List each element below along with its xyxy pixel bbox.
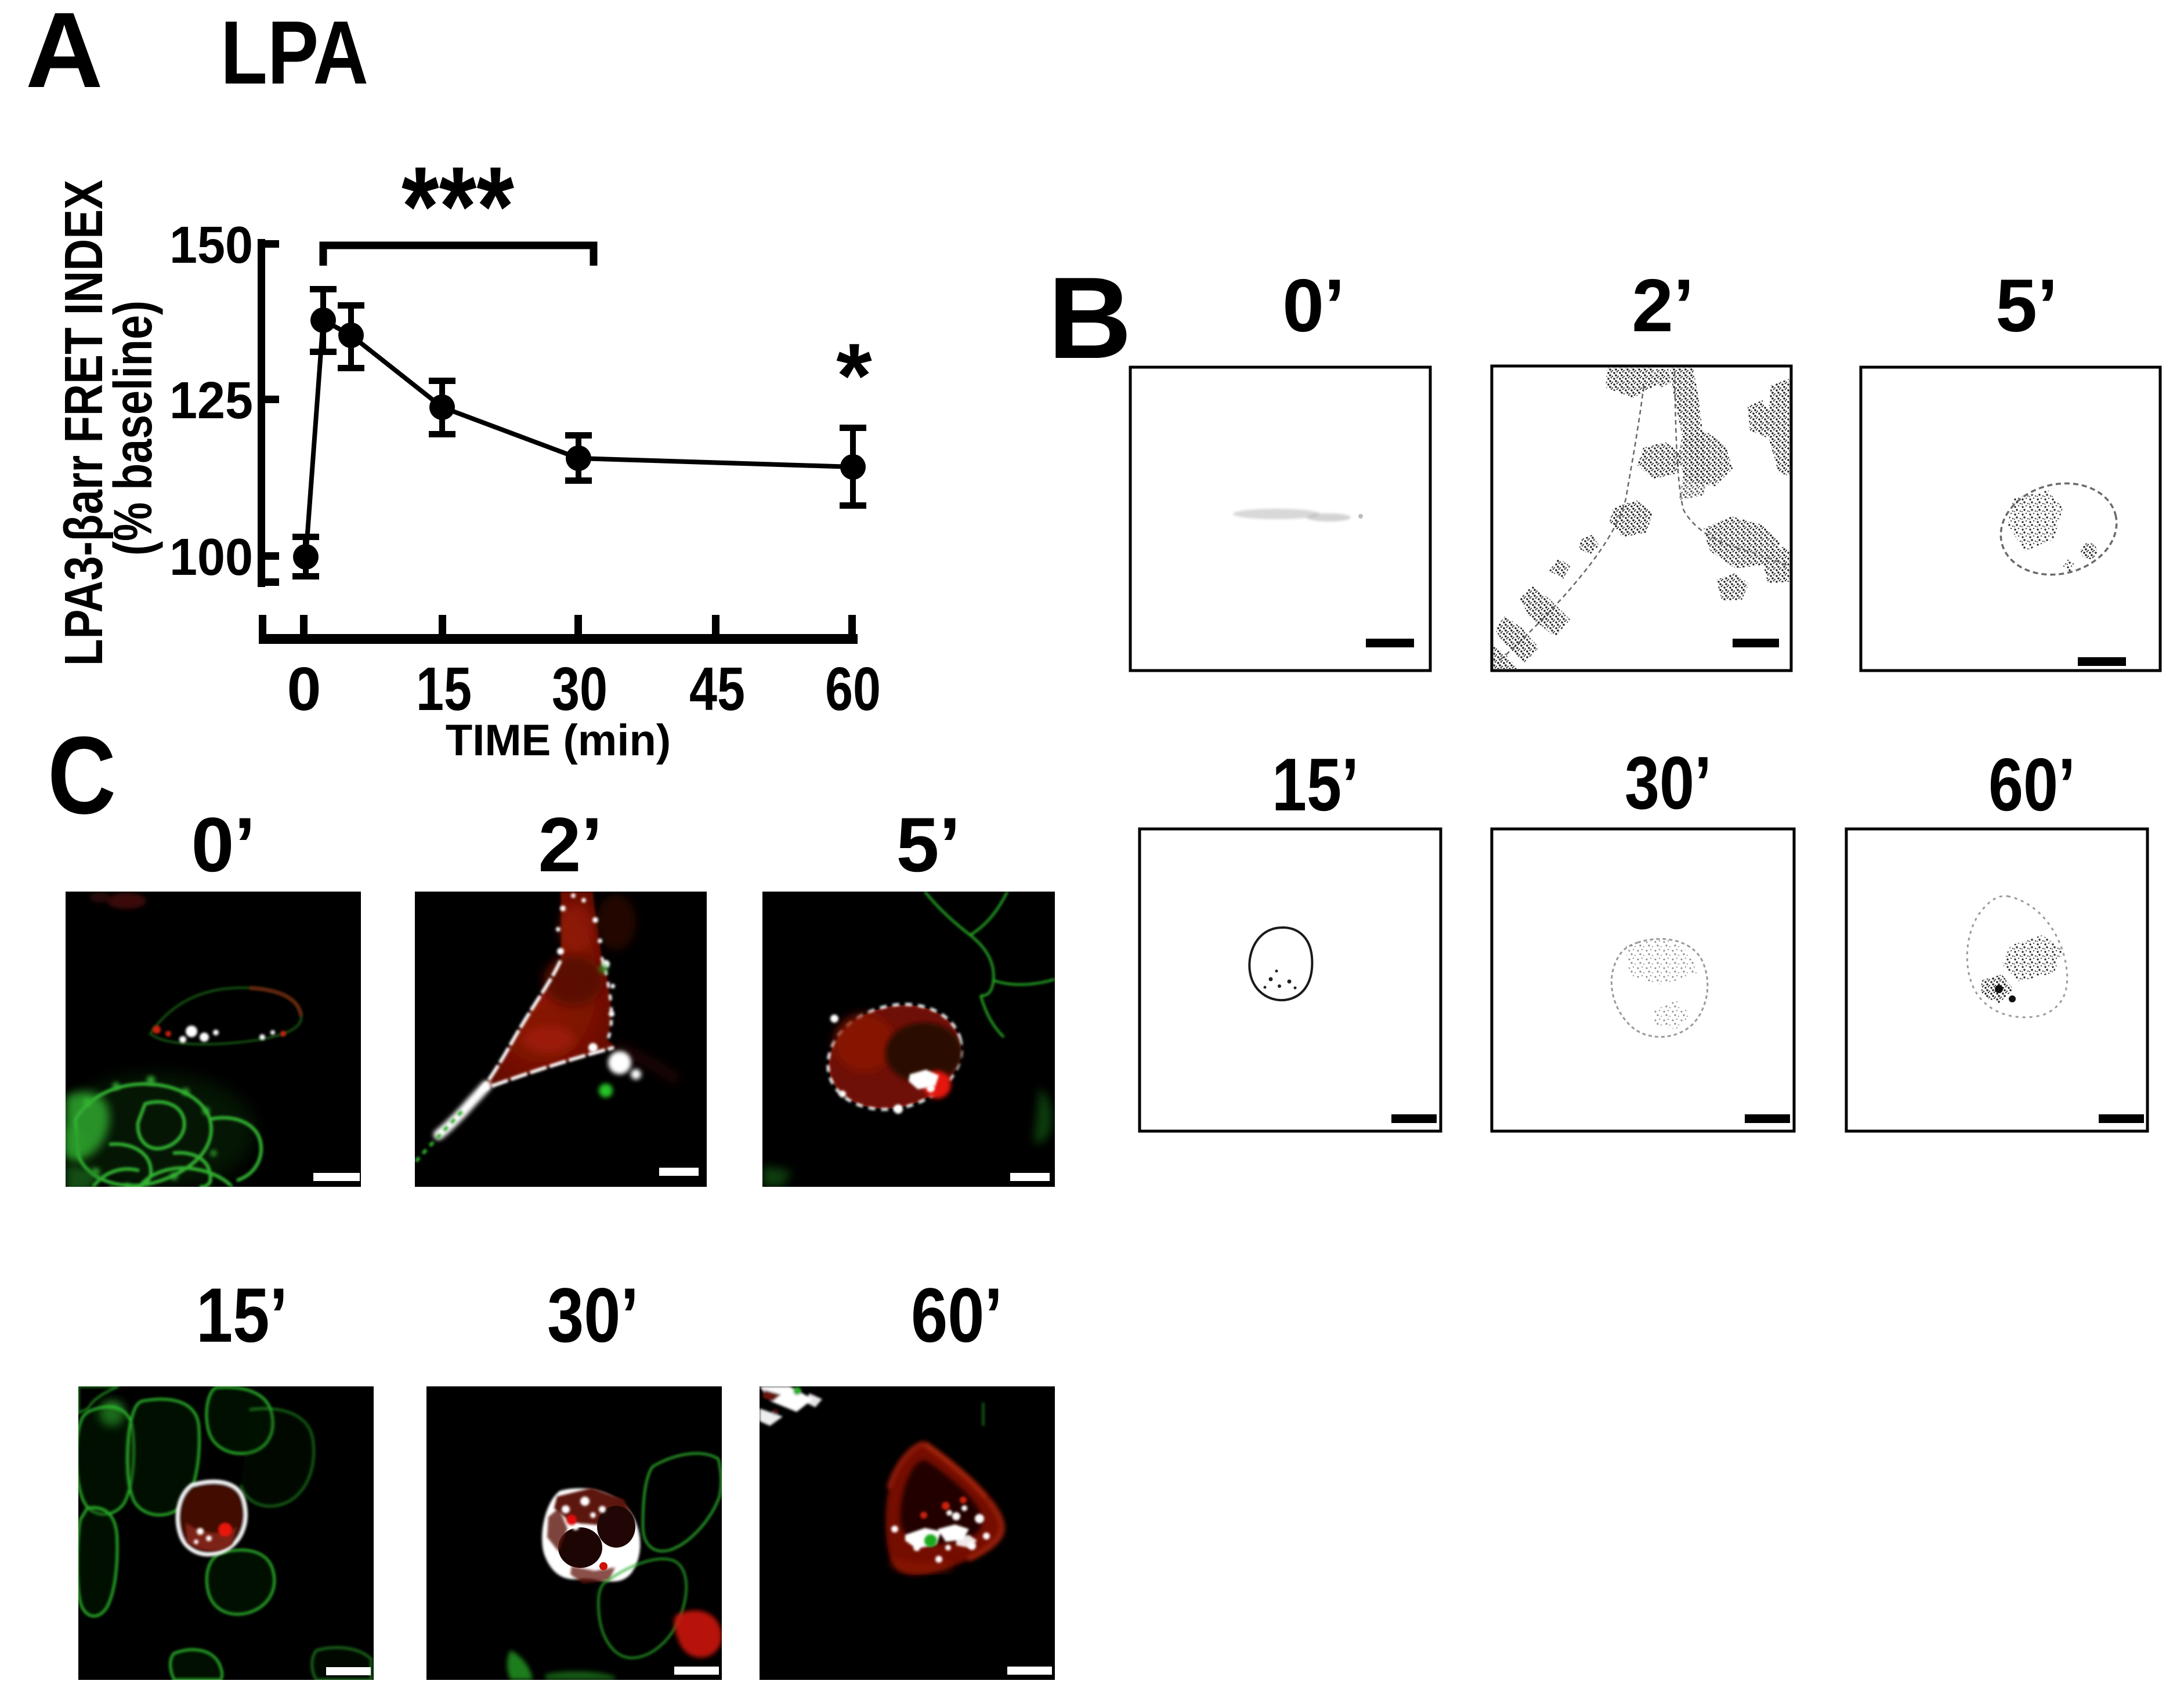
svg-text:45: 45	[689, 655, 745, 723]
svg-text:***: ***	[402, 143, 514, 270]
svg-text:A: A	[26, 0, 103, 110]
svg-text:2’: 2’	[538, 802, 603, 888]
svg-text:30’: 30’	[547, 1273, 639, 1359]
svg-text:60: 60	[825, 655, 881, 723]
svg-text:0’: 0’	[191, 802, 256, 888]
svg-text:*: *	[836, 325, 872, 427]
svg-text:15’: 15’	[196, 1273, 288, 1359]
svg-text:C: C	[48, 714, 116, 837]
svg-text:30’: 30’	[1625, 741, 1712, 825]
svg-text:30: 30	[552, 655, 608, 723]
svg-text:15: 15	[416, 655, 472, 723]
svg-text:5’: 5’	[1995, 264, 2058, 347]
svg-text:2’: 2’	[1632, 264, 1694, 347]
svg-text:125: 125	[169, 372, 253, 430]
svg-text:15’: 15’	[1272, 743, 1359, 827]
svg-text:TIME (min): TIME (min)	[446, 716, 671, 765]
svg-text:0’: 0’	[1282, 264, 1345, 347]
svg-text:100: 100	[169, 528, 253, 586]
svg-text:LPA: LPA	[220, 2, 368, 103]
svg-text:(% baseline): (% baseline)	[103, 300, 163, 556]
svg-text:5’: 5’	[896, 802, 961, 888]
svg-text:60’: 60’	[911, 1273, 1003, 1359]
svg-text:60’: 60’	[1988, 743, 2075, 827]
svg-text:B: B	[1048, 253, 1131, 383]
svg-text:150: 150	[169, 216, 253, 274]
svg-text:LPA3-βarr FRET INDEX: LPA3-βarr FRET INDEX	[53, 180, 114, 666]
svg-text:0: 0	[287, 655, 321, 723]
